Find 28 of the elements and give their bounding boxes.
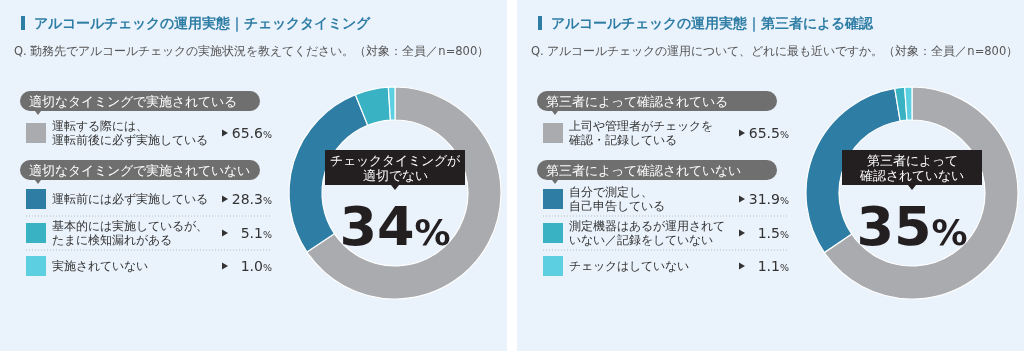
legend-label: 上司や管理者がチェックを確認・記録している xyxy=(568,119,713,147)
text: 第三者によって確認されていない xyxy=(859,152,964,183)
legend-label: 実施されていない xyxy=(52,259,148,274)
chart-subtitle: Q. 勤務先でアルコールチェックの実施状況を教えてください。（対象：全員／n=800） xyxy=(14,44,490,58)
data-label: 65.5% xyxy=(748,125,789,141)
data-label: 1.1% xyxy=(757,258,789,274)
text: 適切なタイミングで実施されていない xyxy=(29,162,250,178)
chart-subtitle: Q. アルコールチェックの運用について、どれに最も近いですか。（対象：全員／n=800） xyxy=(531,44,1019,58)
text: チェックタイミングが適切でない xyxy=(330,152,461,183)
chart-title: アルコールチェックの運用実態｜チェックタイミング xyxy=(34,15,371,32)
text: 35% xyxy=(856,195,968,258)
data-label: 1.0% xyxy=(240,258,272,274)
text: 適切なタイミングで実施されている xyxy=(29,93,237,109)
chart-title: アルコールチェックの運用実態｜第三者による確認 xyxy=(551,15,874,32)
text: 第三者によって確認されていない xyxy=(546,162,741,178)
text: 第三者によって確認されている xyxy=(546,93,728,109)
data-label: 5.1% xyxy=(240,225,272,241)
data-label: 28.3% xyxy=(231,191,272,207)
data-label: 31.9% xyxy=(748,191,789,207)
legend-label: 基本的には実施しているが、たまに検知漏れがある xyxy=(52,219,208,247)
data-label: 65.6% xyxy=(231,125,272,141)
legend-label: 測定機器はあるが運用されていない／記録をしていない xyxy=(569,219,725,247)
text: 34% xyxy=(339,195,451,258)
legend-label: チェックはしていない xyxy=(569,259,689,274)
legend-label: 運転前には必ず実施している xyxy=(52,192,208,207)
legend-label: 自分で測定し、自己申告している xyxy=(569,185,665,213)
legend-label: 運転する際には、運転前後に必ず実施している xyxy=(52,119,208,147)
data-label: 1.5% xyxy=(757,225,789,241)
